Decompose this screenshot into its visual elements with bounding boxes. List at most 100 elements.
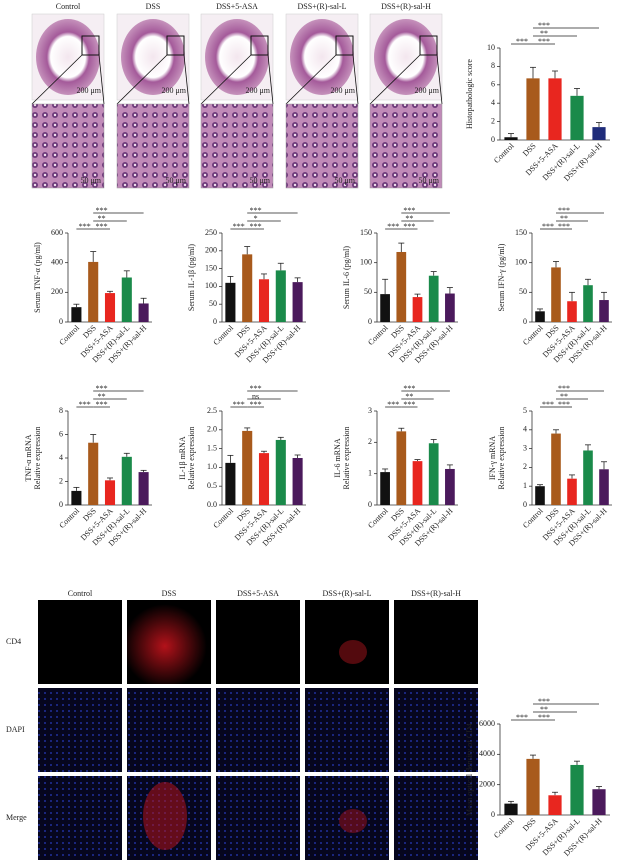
column-label: DSS+(R)-sal-H xyxy=(381,2,431,11)
column-label: DSS+(R)-sal-H xyxy=(411,589,461,598)
column-label: DSS+5-ASA xyxy=(216,2,258,11)
scale-label: 200 μm xyxy=(161,86,186,95)
y-axis-label: Relative expression xyxy=(342,427,351,490)
y-tick-label: 0 xyxy=(213,317,217,326)
bar xyxy=(504,803,518,815)
bar xyxy=(412,297,423,322)
y-tick-label: 0 xyxy=(59,500,63,509)
scale-label: 50 μm xyxy=(418,176,439,185)
y-tick-label: 0 xyxy=(523,317,527,326)
fluorescence-image xyxy=(127,600,211,684)
x-tick-label: Control xyxy=(211,323,235,347)
significance-label: *** xyxy=(542,222,554,231)
significance-label: *** xyxy=(558,400,570,409)
cd4-signal xyxy=(339,640,367,664)
x-tick-label: Control xyxy=(492,141,516,165)
bar xyxy=(138,303,149,322)
cd4-signal xyxy=(339,809,367,833)
bar xyxy=(526,758,540,815)
bar xyxy=(121,456,132,505)
y-axis-label: Serum IFN-γ (pg/ml) xyxy=(497,243,506,311)
bar xyxy=(445,293,455,322)
row-label: Merge xyxy=(6,813,27,822)
bar xyxy=(138,472,149,505)
y-tick-label: 8 xyxy=(59,406,63,415)
scale-label: 200 μm xyxy=(330,86,355,95)
bar xyxy=(535,486,545,505)
y-tick-label: 2 xyxy=(491,116,495,125)
y-tick-label: 2.0 xyxy=(207,425,217,434)
y-tick-label: 200 xyxy=(51,287,63,296)
bar xyxy=(88,442,99,505)
tissue-section xyxy=(121,19,185,95)
y-tick-label: 600 xyxy=(51,228,63,237)
y-tick-label: 400 xyxy=(51,257,63,266)
tissue-section xyxy=(374,19,438,95)
zoom-line xyxy=(116,54,168,105)
bar-chart: 0.0 0.5 1.0 1.5 2.0 2.5 IL-1β mRNA Relative exp… xyxy=(178,384,306,548)
significance-label: ** xyxy=(98,214,106,223)
column-label: DSS+5-ASA xyxy=(237,589,279,598)
bar xyxy=(412,461,423,505)
fluorescence-image xyxy=(38,688,122,772)
significance-label: *** xyxy=(558,384,570,393)
bar xyxy=(380,294,390,322)
bar xyxy=(121,277,132,322)
significance-label: *** xyxy=(403,206,415,215)
bar xyxy=(567,301,577,322)
scale-label: 200 μm xyxy=(414,86,439,95)
scale-label: 50 μm xyxy=(249,176,270,185)
significance-label: *** xyxy=(96,384,108,393)
y-tick-label: 0 xyxy=(491,810,495,819)
y-tick-label: 50 xyxy=(519,287,527,296)
significance-label: * xyxy=(254,214,258,223)
significance-label: ** xyxy=(405,214,413,223)
significance-label: ** xyxy=(540,29,548,38)
significance-label: *** xyxy=(403,384,415,393)
significance-label: *** xyxy=(96,206,108,215)
column-label: DSS+(R)-sal-L xyxy=(323,589,372,598)
x-tick-label: Control xyxy=(366,323,390,347)
significance-label: *** xyxy=(250,400,262,409)
y-tick-label: 0 xyxy=(523,500,527,509)
y-tick-label: 10 xyxy=(487,43,495,52)
y-axis-label: IFN-γ mRNA xyxy=(488,436,497,480)
bar xyxy=(583,285,593,322)
significance-label: *** xyxy=(538,37,550,46)
zoom-box xyxy=(166,35,185,56)
y-tick-label: 0 xyxy=(368,500,372,509)
column-label: DSS xyxy=(162,589,177,598)
y-axis-label: IL-6 mRNA xyxy=(333,438,342,478)
bar xyxy=(225,282,236,322)
y-axis-label: Histopathologic score xyxy=(465,59,474,129)
x-tick-label: Control xyxy=(211,506,235,530)
y-tick-label: 3 xyxy=(523,443,527,452)
bar xyxy=(599,300,609,322)
significance-label: *** xyxy=(250,206,262,215)
significance-label: ** xyxy=(540,705,548,714)
y-tick-label: 1.5 xyxy=(207,443,217,452)
histology-zoom-image xyxy=(285,103,359,189)
bar xyxy=(548,78,562,140)
bar xyxy=(535,311,545,322)
y-tick-label: 4 xyxy=(59,453,63,462)
significance-label: *** xyxy=(79,222,91,231)
significance-label: *** xyxy=(538,697,550,706)
bar xyxy=(551,433,561,505)
y-tick-label: 100 xyxy=(515,257,527,266)
significance-label: ns xyxy=(252,392,259,401)
y-tick-label: 2.5 xyxy=(207,406,217,415)
y-axis-label: IL-1β mRNA xyxy=(178,436,187,480)
y-tick-label: 4 xyxy=(491,98,495,107)
significance-label: *** xyxy=(403,222,415,231)
significance-label: *** xyxy=(250,222,262,231)
fluorescence-image xyxy=(305,688,389,772)
y-tick-label: 4 xyxy=(523,425,527,434)
y-tick-label: 100 xyxy=(360,257,372,266)
y-tick-label: 50 xyxy=(209,299,217,308)
y-tick-label: 5 xyxy=(523,406,527,415)
zoom-box xyxy=(419,35,438,56)
bar xyxy=(396,431,407,505)
